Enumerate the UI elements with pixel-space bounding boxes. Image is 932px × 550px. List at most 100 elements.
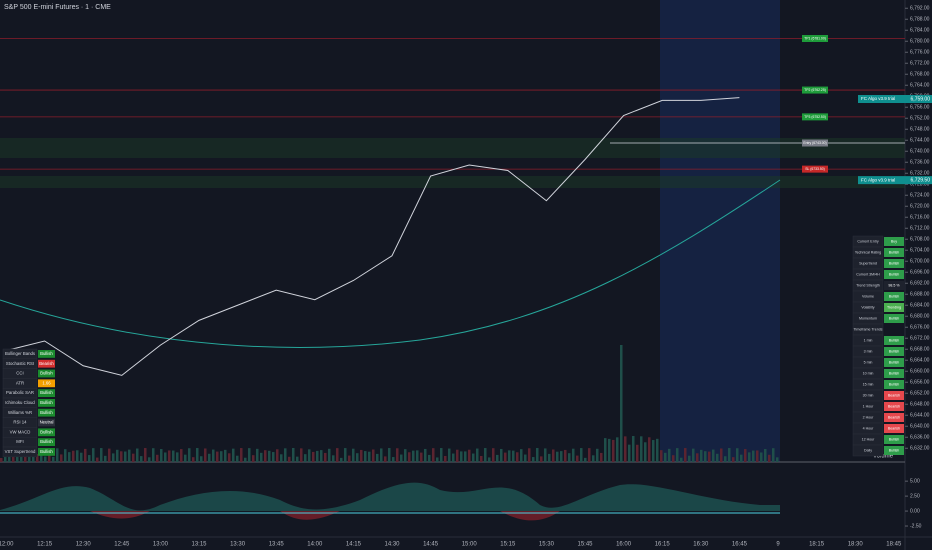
- volume-bar: [640, 436, 643, 462]
- volume-bar: [224, 449, 227, 462]
- volume-bar: [768, 454, 771, 462]
- table-label: 10 min: [863, 371, 874, 375]
- volume-bar: [464, 451, 467, 462]
- price-tick-label: 6,632.00: [910, 446, 930, 452]
- volume-bar: [760, 452, 763, 462]
- table-label: 12 Hour: [862, 437, 876, 441]
- price-tick-label: 6,692.00: [910, 281, 930, 287]
- volume-bar: [592, 455, 595, 462]
- table-label: VST Supertrend: [5, 449, 36, 454]
- volume-bar: [668, 448, 671, 462]
- volume-bar: [512, 450, 515, 462]
- volume-bar: [356, 453, 359, 462]
- volume-bar: [404, 449, 407, 462]
- price-tick-label: 6,756.00: [910, 105, 930, 111]
- table-status: [884, 336, 904, 345]
- volume-bar: [76, 450, 79, 462]
- volume-bar: [44, 456, 47, 462]
- volume-bar: [276, 449, 279, 462]
- table-value: Bullish: [889, 272, 900, 276]
- volume-bar: [340, 457, 343, 462]
- time-tick-label: 9: [776, 542, 780, 548]
- volume-bar: [744, 449, 747, 462]
- price-tick-label: 6,744.00: [910, 138, 930, 144]
- volume-bar: [584, 457, 587, 462]
- table-value: Bullish: [40, 439, 53, 444]
- time-tick-label: 16:15: [655, 542, 671, 548]
- volume-bar: [700, 449, 703, 462]
- volume-bar: [204, 448, 207, 462]
- volume-bar: [712, 449, 715, 462]
- volume-bar: [0, 458, 3, 462]
- volume-bar: [264, 450, 267, 462]
- time-tick-label: 13:30: [230, 542, 246, 548]
- volume-bar: [292, 448, 295, 462]
- table-label: Parabolic SAR: [6, 390, 34, 395]
- volume-bar: [440, 448, 443, 462]
- zone: [0, 176, 905, 188]
- price-tag-value: 6,759.00: [911, 96, 931, 102]
- volume-bar: [68, 452, 71, 462]
- oscillator-area: [90, 511, 560, 521]
- volume-bar: [560, 451, 563, 462]
- price-tick-label: 6,752.00: [910, 116, 930, 122]
- volume-bar: [552, 449, 555, 462]
- table-value: Bearish: [888, 426, 900, 430]
- volume-bar: [244, 457, 247, 462]
- price-tick-label: 6,648.00: [910, 402, 930, 408]
- time-tick-label: 12:15: [37, 542, 53, 548]
- volume-bar: [468, 449, 471, 462]
- volume-bar: [116, 449, 119, 462]
- volume-bar: [748, 452, 751, 462]
- volume-bar: [144, 448, 147, 462]
- volume-bar: [480, 455, 483, 462]
- volume-bar: [632, 436, 635, 462]
- volume-bar: [388, 448, 391, 462]
- table-value: Bearish: [39, 361, 54, 366]
- volume-bar: [140, 456, 143, 462]
- volume-bar: [708, 451, 711, 462]
- table-status: [38, 359, 55, 368]
- table-label: 15 min: [863, 382, 874, 386]
- time-tick-label: 18:45: [886, 542, 902, 548]
- volume-bar: [384, 456, 387, 462]
- volume-bar: [492, 448, 495, 462]
- volume-bar: [504, 452, 507, 462]
- volume-bar: [424, 448, 427, 462]
- time-tick-label: 18:30: [848, 542, 864, 548]
- volume-bar: [232, 448, 235, 462]
- table-label: Volume: [862, 294, 874, 298]
- volume-bar: [576, 455, 579, 462]
- table-status: [38, 369, 55, 378]
- volume-bar: [8, 455, 11, 462]
- time-tick-label: 14:15: [346, 542, 362, 548]
- price-tick-label: 6,676.00: [910, 325, 930, 331]
- volume-bar: [324, 452, 327, 462]
- price-tag-bg: [858, 95, 932, 103]
- table-value: Bullish: [889, 448, 900, 452]
- table-value: Bullish: [889, 261, 900, 265]
- volume-bar: [80, 452, 83, 462]
- volume-bar: [328, 448, 331, 462]
- table-label: Daily: [864, 448, 872, 452]
- time-tick-label: 15:30: [539, 542, 555, 548]
- volume-bar: [300, 448, 303, 462]
- table-status: [884, 259, 904, 268]
- table-status: [884, 270, 904, 279]
- time-tick-label: 16:45: [732, 542, 748, 548]
- volume-bar: [540, 456, 543, 462]
- volume-bar: [752, 450, 755, 462]
- table-value: Bullish: [40, 410, 53, 415]
- volume-bar: [564, 449, 567, 462]
- volume-bar: [36, 454, 39, 462]
- level-tag-bg: [802, 113, 828, 121]
- volume-bar: [408, 452, 411, 462]
- volume-bar: [348, 455, 351, 462]
- level-tag-bg: [802, 165, 828, 173]
- table-value: 1.66: [42, 380, 51, 385]
- table-status: [884, 248, 904, 257]
- volume-bar: [176, 452, 179, 462]
- volume-bar: [92, 448, 95, 462]
